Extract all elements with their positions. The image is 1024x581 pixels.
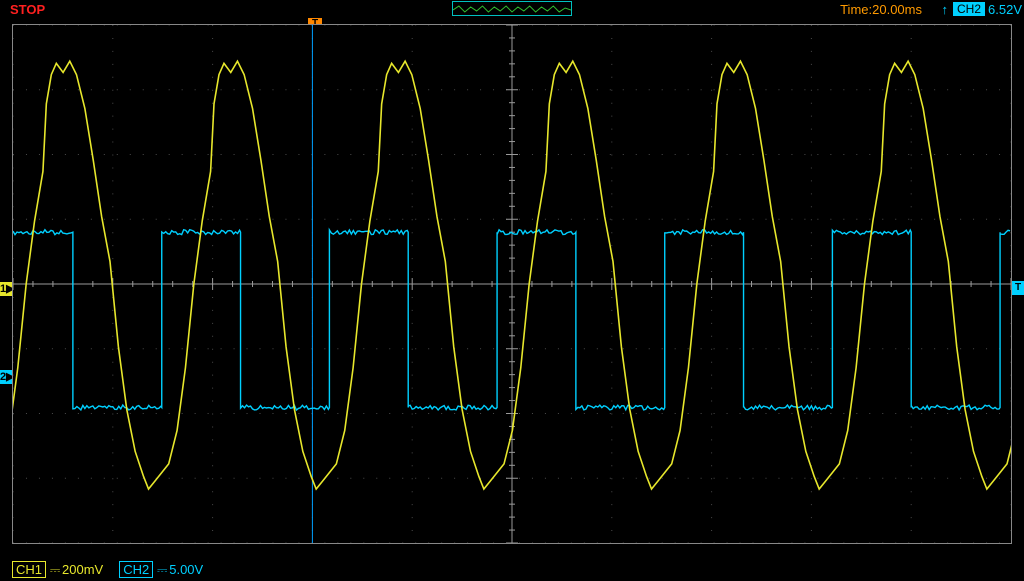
trigger-level: 6.52V — [988, 2, 1022, 17]
trigger-level-marker: T — [1012, 281, 1024, 295]
acquisition-status: STOP — [10, 2, 45, 17]
ch1-scale-readout: CH1⎓200mV — [12, 562, 103, 578]
timebase-overview — [452, 1, 572, 16]
ch2-zero-marker: 2▶ — [0, 370, 12, 384]
trigger-source: CH2 — [953, 2, 985, 16]
timebase-readout: Time:20.00ms — [840, 2, 922, 17]
ch1-zero-marker: 1▶ — [0, 282, 12, 296]
trigger-edge-icon: ↑ — [940, 2, 951, 17]
trigger-readout: ↑ CH2 6.52V — [940, 0, 1023, 18]
ch2-scale-readout: CH2⎓5.00V — [119, 562, 203, 578]
waveform-display — [12, 24, 1012, 544]
